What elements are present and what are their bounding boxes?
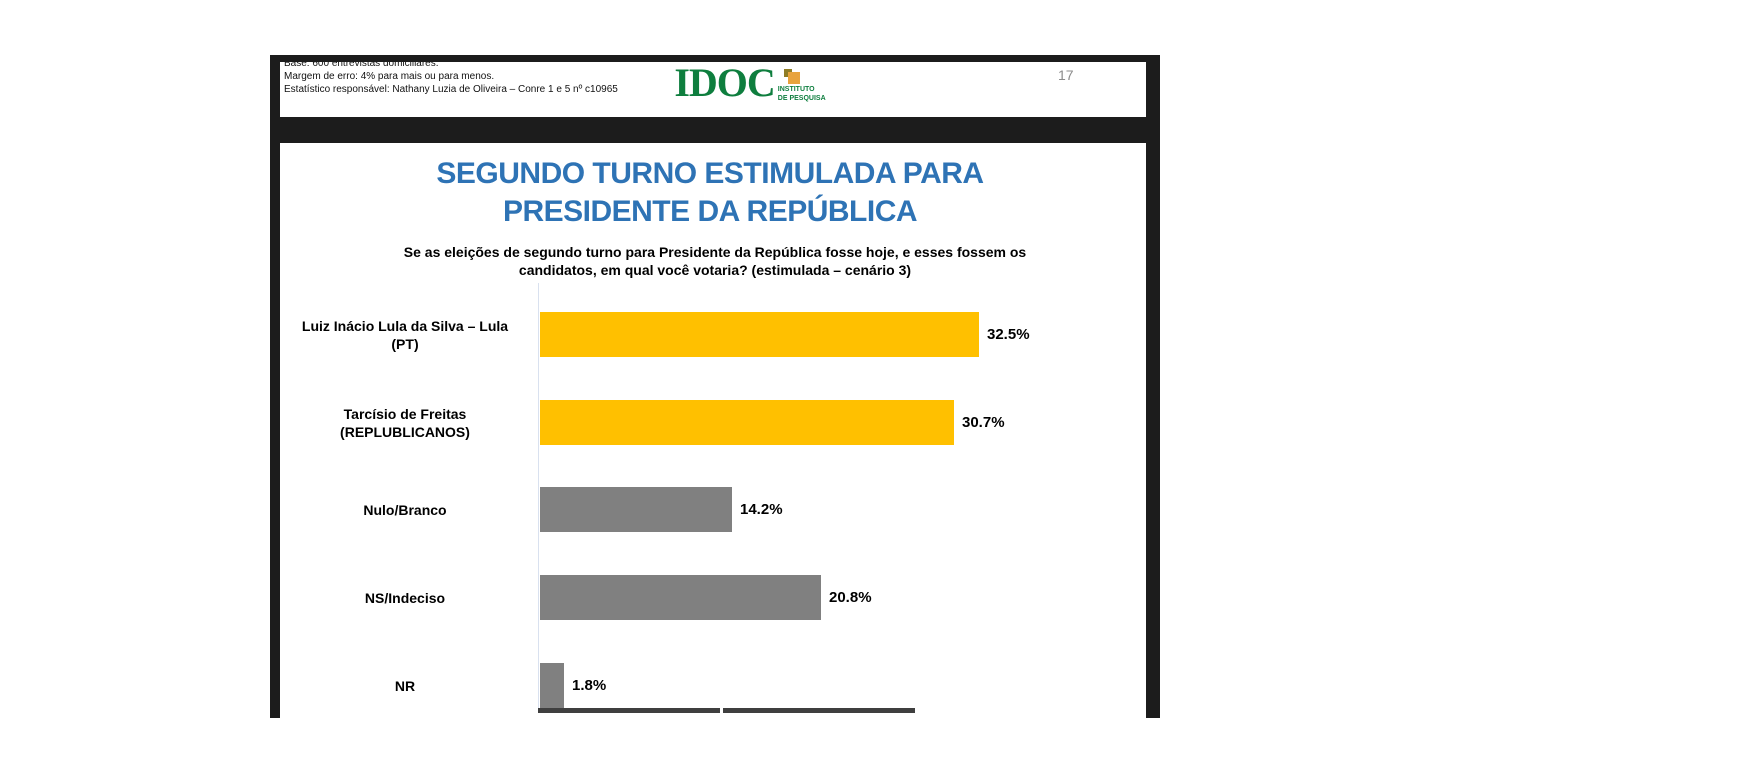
category-label-line: Luiz Inácio Lula da Silva – Lula (PT) [301,317,509,352]
logo-mark-icon [783,69,801,84]
chart-row-lula: Luiz Inácio Lula da Silva – Lula (PT) 32… [270,312,1160,357]
survey-question-line1: Se as eleições de segundo turno para Pre… [403,244,1027,260]
category-label: NS/Indeciso [290,575,520,620]
slide-frame-top [270,55,1160,62]
logo-tagline-line1: INSTITUTO [777,86,815,93]
value-label: 32.5% [987,326,1030,343]
cutoff-table-edge [538,708,720,713]
page-number: 17 [1058,67,1074,83]
disclaimer-line-statistician: Estatístico responsável: Nathany Luzia d… [284,84,618,95]
bar [540,312,979,357]
bar [540,400,954,445]
y-axis-line [538,283,539,710]
survey-question: Se as eleições de segundo turno para Pre… [310,243,1120,279]
slide-frame-left [270,55,280,718]
idoc-logo: IDOC INSTITUTO DE PESQUISA [650,63,850,109]
disclaimer-line-margin: Margem de erro: 4% para mais ou para men… [284,71,495,82]
cutoff-table-edge [723,708,915,713]
page-title-line2: PRESIDENTE DA REPÚBLICA [502,195,918,228]
slide-frame-right [1146,55,1160,718]
value-label: 1.8% [572,677,607,694]
bar [540,487,732,532]
bar [540,575,821,620]
category-label: Luiz Inácio Lula da Silva – Lula (PT) [290,312,520,357]
category-label: NR [290,663,520,708]
logo-square-yellow [787,72,800,84]
bar [540,663,564,708]
category-label-line: Nulo/Branco [363,501,447,518]
chart-row-tarcisio: Tarcísio de Freitas (REPLUBLICANOS) 30.7… [270,400,1160,445]
disclaimer-line-base: Base: 600 entrevistas domiciliares. [284,58,439,69]
logo-wordmark: IDOC [674,60,775,105]
category-label: Nulo/Branco [290,487,520,532]
category-label: Tarcísio de Freitas (REPLUBLICANOS) [290,400,520,445]
value-label: 30.7% [962,414,1005,431]
category-label-line: (REPLUBLICANOS) [340,423,470,440]
logo-tagline-line2: DE PESQUISA [777,95,826,102]
divider-band [270,117,1160,143]
chart-row-nr: NR 1.8% [270,663,1160,708]
page-title-line1: SEGUNDO TURNO ESTIMULADA PARA [436,157,984,190]
slide-page: Base: 600 entrevistas domiciliares. Marg… [270,55,1160,718]
value-label: 20.8% [829,589,872,606]
survey-question-line2: candidatos, em qual você votaria? (estim… [518,262,912,278]
category-label-line: NS/Indeciso [364,589,446,606]
chart-row-ns-indeciso: NS/Indeciso 20.8% [270,575,1160,620]
bar-chart: Luiz Inácio Lula da Silva – Lula (PT) 32… [270,55,1160,718]
value-label: 14.2% [740,501,783,518]
category-label-line: NR [394,677,416,694]
chart-row-nulo-branco: Nulo/Branco 14.2% [270,487,1160,532]
category-label-line: Tarcísio de Freitas [343,405,467,422]
page-title: SEGUNDO TURNO ESTIMULADA PARA PRESIDENTE… [290,155,1130,231]
disclaimer-text: Base: 600 entrevistas domiciliares. Marg… [284,57,704,96]
logo-side: INSTITUTO DE PESQUISA [778,69,826,102]
